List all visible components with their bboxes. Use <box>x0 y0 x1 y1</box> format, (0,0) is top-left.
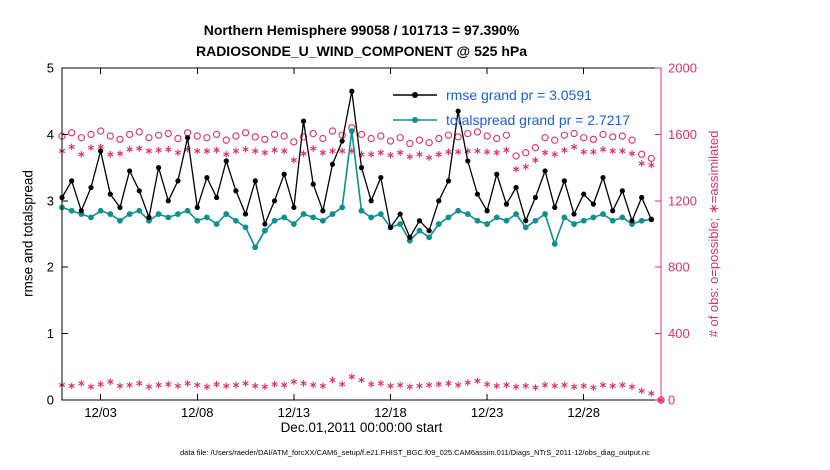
y-axis-label-right: # of obs: o=possible; ∗=assimilated <box>706 130 721 338</box>
y-tick-right: 800 <box>668 260 690 275</box>
y-tick-left: 0 <box>47 393 54 408</box>
x-tick: 12/13 <box>278 405 311 420</box>
y-tick-left: 3 <box>47 193 54 208</box>
series-rmse <box>59 88 654 240</box>
series-totalspread <box>59 128 655 251</box>
x-tick: 12/08 <box>181 405 214 420</box>
series-assimilated <box>58 143 665 404</box>
y-axis-label-left: rmse and totalspread <box>20 170 36 297</box>
legend-label-totalspread: totalspread grand pr = 2.7217 <box>446 111 631 128</box>
legend-label-rmse: rmse grand pr = 3.0591 <box>446 86 592 103</box>
y-tick-left: 4 <box>47 127 54 142</box>
legend: rmse grand pr = 3.0591 totalspread grand… <box>392 82 630 132</box>
y-tick-right: 0 <box>668 393 675 408</box>
y-tick-right: 2000 <box>668 61 697 76</box>
y-tick-left: 5 <box>47 61 54 76</box>
x-tick: 12/23 <box>471 405 504 420</box>
chart-title-line2: RADIOSONDE_U_WIND_COMPONENT @ 525 hPa <box>195 43 528 59</box>
y-tick-right: 1600 <box>668 127 697 142</box>
chart-title: Northern Hemisphere 99058 / 101713 = 97.… <box>62 20 661 62</box>
y-tick-right: 1200 <box>668 193 697 208</box>
legend-item-rmse: rmse grand pr = 3.0591 <box>392 82 630 107</box>
x-tick: 12/03 <box>84 405 117 420</box>
axes-box: 0 1 2 3 4 5 0 400 800 1200 1600 2000 12/03 12/08 12/13… <box>47 61 697 421</box>
legend-item-totalspread: totalspread grand pr = 2.7217 <box>392 107 630 132</box>
series-count-low-band <box>58 373 665 404</box>
x-tick: 12/18 <box>374 405 407 420</box>
rmse-line-sample-icon <box>393 91 437 98</box>
x-axis-label: Dec.01,2011 00:00:00 start <box>280 420 443 435</box>
y-tick-left: 2 <box>47 260 54 275</box>
totalspread-line-sample-icon <box>393 116 437 123</box>
data-file-caption: data file: /Users/raeder/DAI/ATM_forcXX/… <box>180 448 650 457</box>
y-tick-left: 1 <box>47 326 54 341</box>
y-tick-right: 400 <box>668 326 690 341</box>
x-tick: 12/28 <box>567 405 600 420</box>
chart-title-line1: Northern Hemisphere 99058 / 101713 = 97.… <box>203 22 520 38</box>
